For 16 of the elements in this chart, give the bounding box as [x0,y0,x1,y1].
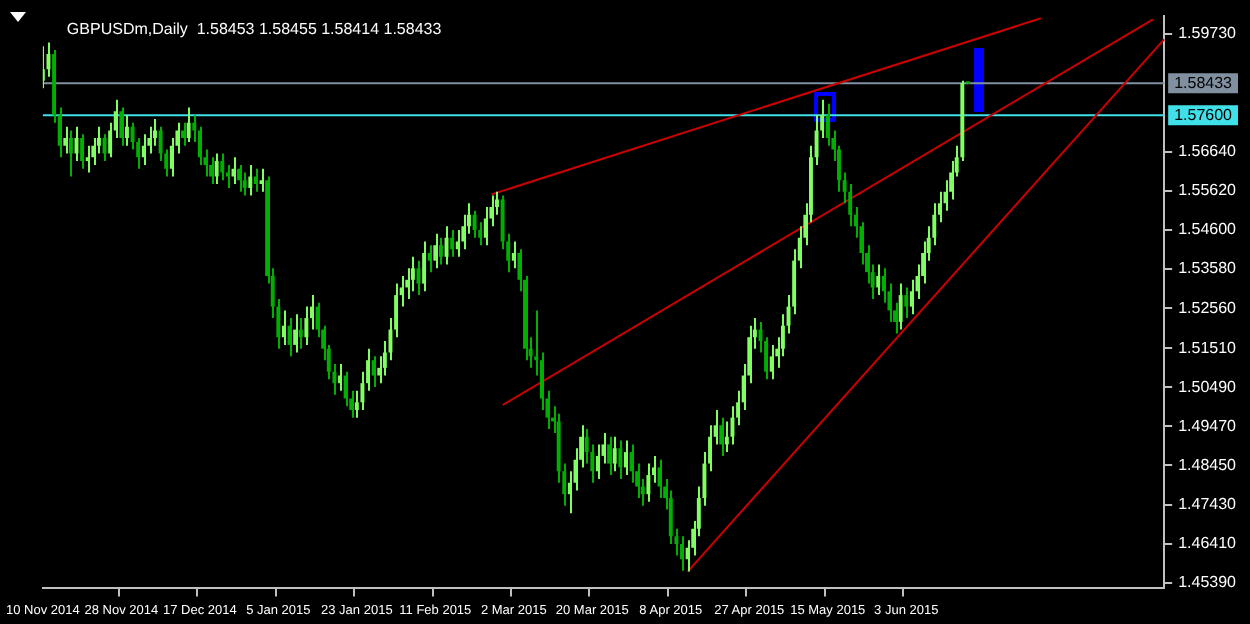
y-tick-label: 1.49470 [1178,416,1238,435]
chart-title: GBPUSDm,Daily 1.58453 1.58455 1.58414 1.58433 [66,20,443,39]
ref-line-label: 1.57600 [1174,105,1234,124]
y-tick-label: 1.46410 [1178,534,1238,553]
y-tick-label: 1.53580 [1178,259,1238,278]
y-tick-label: 1.56640 [1178,142,1238,161]
y-tick-label: 1.51510 [1178,338,1238,357]
ref-line-label: 1.58433 [1174,73,1234,92]
y-tick-label: 1.47430 [1178,494,1238,513]
y-tick-label: 1.59730 [1178,24,1238,42]
y-tick-label: 1.54600 [1178,220,1238,239]
y-tick-label: 1.50490 [1178,377,1238,396]
y-tick-label: 1.52560 [1178,298,1238,317]
y-tick-label: 1.55620 [1178,181,1238,200]
y-tick-label: 1.45390 [1178,573,1238,592]
y-tick-label: 1.48450 [1178,455,1238,474]
